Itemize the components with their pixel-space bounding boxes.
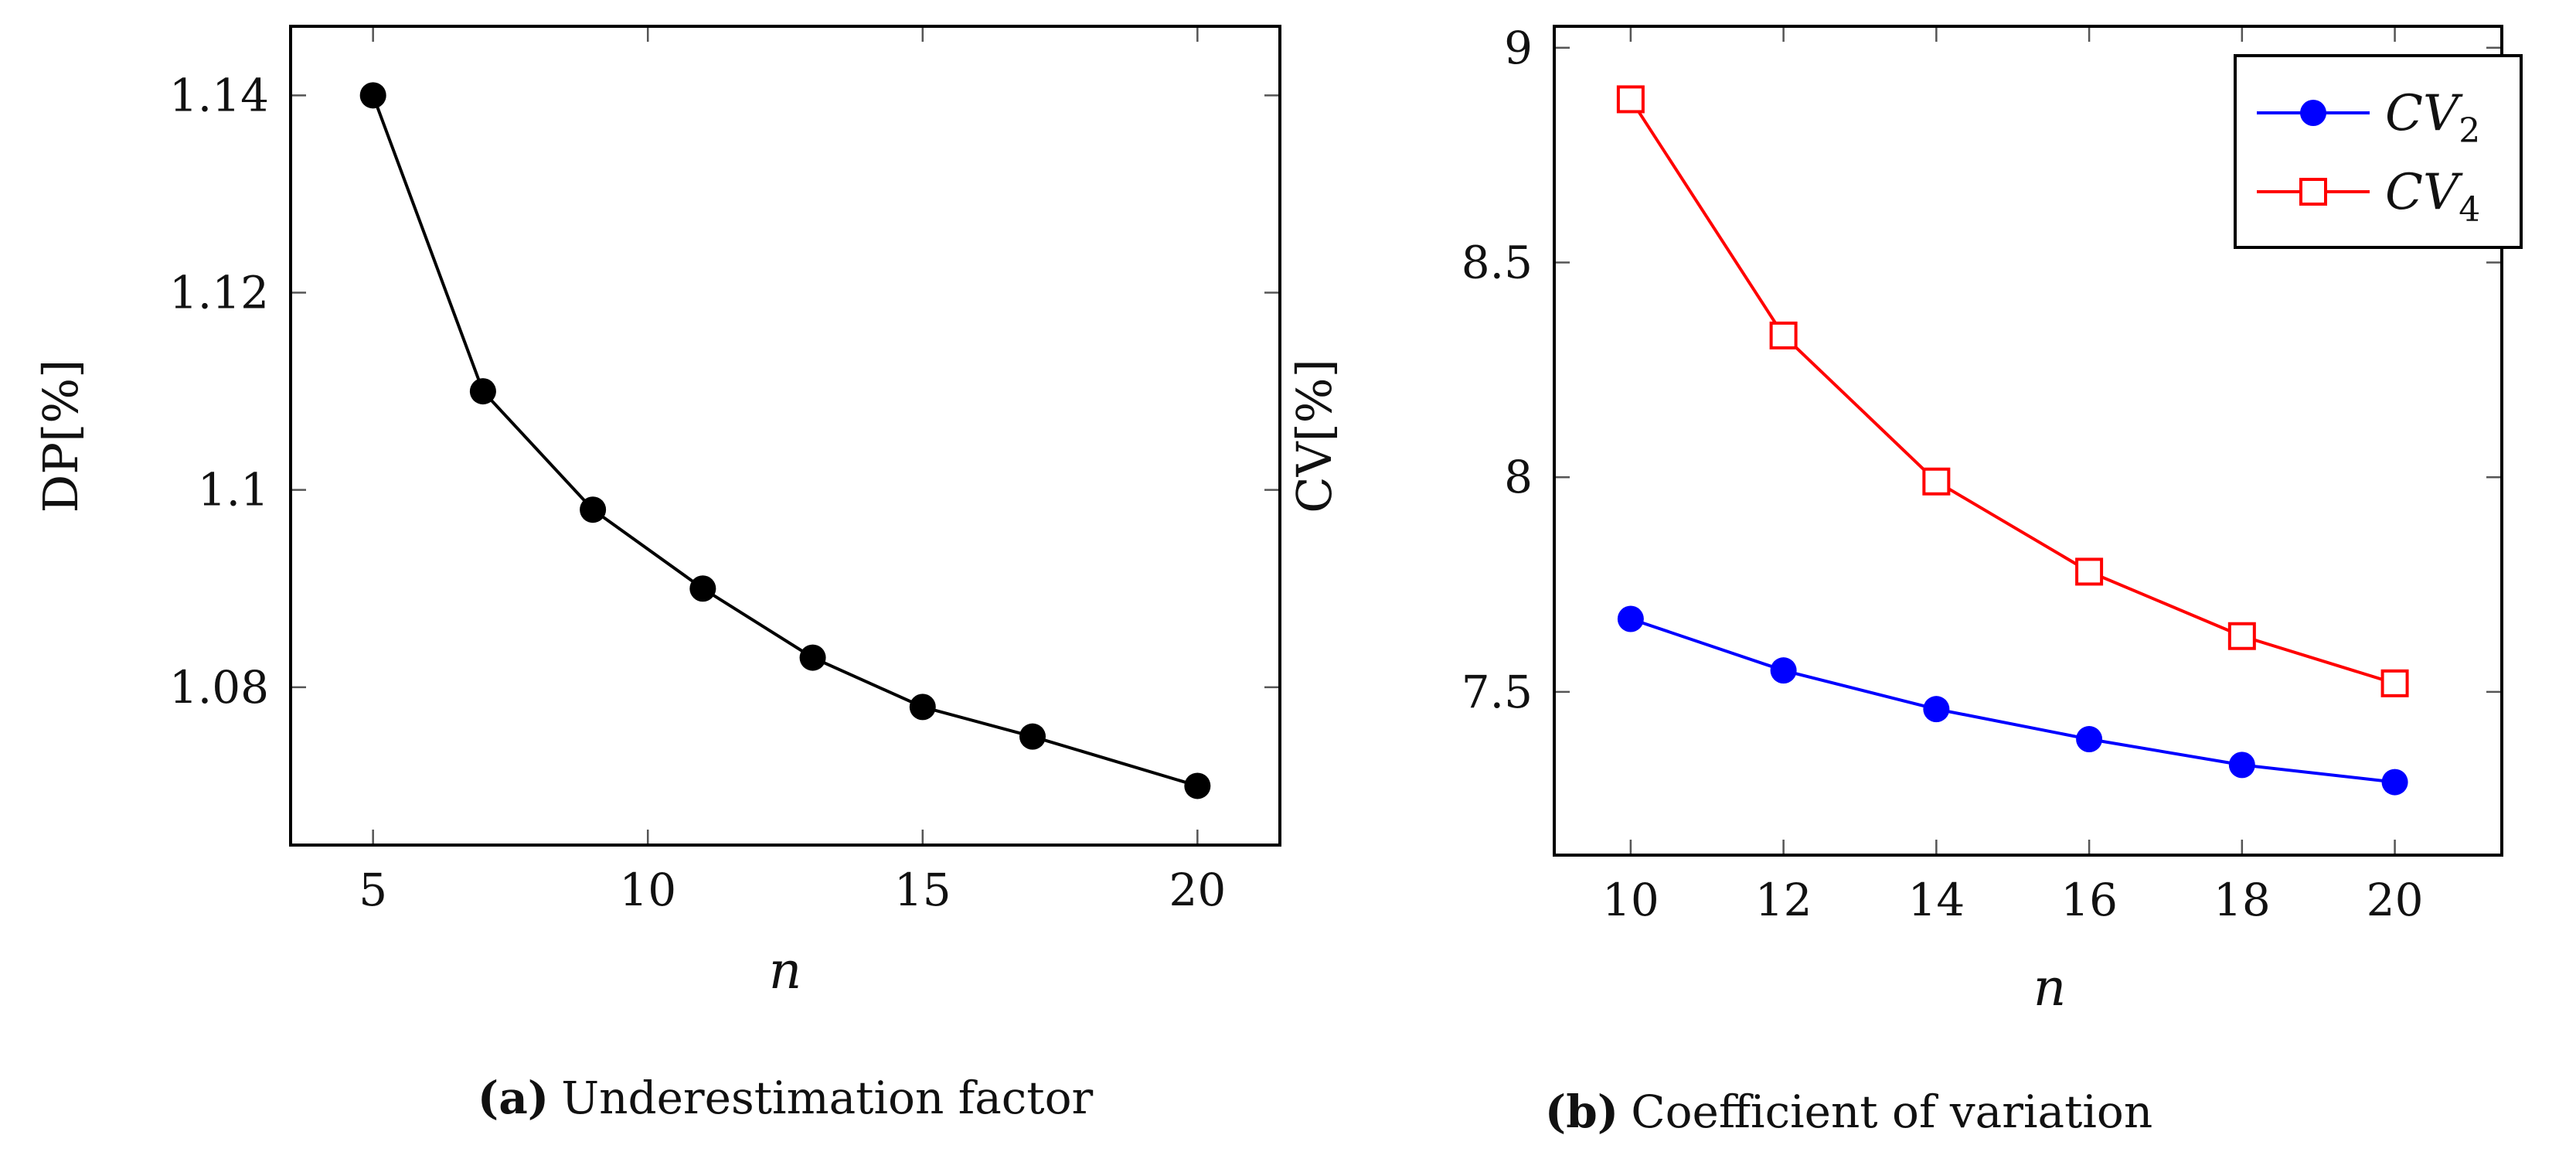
- data-point-dp: [909, 694, 936, 721]
- data-point-cv2: [1617, 605, 1644, 632]
- panel-a-marks: 5 10 15 20 1.08 1.1 1.12 1.14: [169, 26, 1280, 916]
- series-line-dp: [371, 94, 1198, 788]
- series-line-cv4: [1629, 98, 2396, 685]
- panel-b-plot-frame: [1553, 25, 2503, 857]
- x-tick-label: 14: [1907, 874, 1965, 926]
- panel-b-legend: CV2 CV4: [2234, 54, 2523, 249]
- legend-label-cv2: CV2: [2385, 85, 2480, 151]
- panel-a-caption-text: Underestimation factor: [561, 1072, 1093, 1124]
- data-point-dp: [689, 575, 716, 602]
- y-tick-label: 7.5: [1462, 666, 1533, 718]
- panel-a-underestimation-factor: 5 10 15 20 1.08 1.1 1.12 1.14 DP[%] n (a) Undere…: [32, 25, 1281, 1124]
- data-point-cv4: [2227, 622, 2256, 650]
- data-point-dp: [799, 644, 826, 671]
- y-tick-label: 1.12: [169, 266, 269, 319]
- x-tick-label: 20: [2367, 874, 2424, 926]
- data-point-dp: [359, 82, 386, 109]
- legend-marker-cv2: [2300, 100, 2326, 126]
- data-point-cv4: [1616, 85, 1645, 114]
- y-tick-label: 8: [1504, 451, 1533, 503]
- legend-label-cv4: CV4: [2385, 164, 2480, 230]
- x-tick-label: 12: [1755, 874, 1812, 926]
- y-tick-label: 9: [1504, 22, 1533, 74]
- panel-a-x-axis-title: n: [769, 941, 802, 1000]
- legend-cv4-base: CV: [2385, 164, 2463, 221]
- panel-b-marks: 10 12 14 16 18 20 7.5 8 8.5 9: [1462, 22, 2502, 926]
- y-tick-label: 1.1: [198, 464, 269, 516]
- x-tick-label: 10: [1602, 874, 1659, 926]
- y-tick-label: 1.08: [169, 661, 269, 714]
- panel-b-caption: (b) Coefficient of variation: [1545, 1086, 2152, 1138]
- legend-cv4-sub: 4: [2459, 190, 2480, 230]
- data-point-cv2: [2076, 726, 2103, 753]
- legend-marker-cv4: [2299, 178, 2327, 206]
- data-point-cv4: [2380, 669, 2409, 697]
- data-point-dp: [1019, 723, 1046, 750]
- panel-a-y-axis-title: DP[%]: [32, 360, 89, 513]
- data-point-cv4: [2075, 557, 2104, 586]
- panel-b-x-axis-title: n: [2033, 958, 2067, 1017]
- data-point-cv2: [1770, 657, 1797, 684]
- data-point-cv4: [1769, 321, 1798, 349]
- series-line-cv2: [1630, 617, 2395, 784]
- x-tick-label: 5: [359, 864, 387, 916]
- x-tick-label: 10: [619, 864, 676, 916]
- legend-cv2-base: CV: [2385, 85, 2463, 142]
- legend-cv2-sub: 2: [2459, 111, 2480, 151]
- x-tick-label: 16: [2060, 874, 2118, 926]
- data-point-cv2: [1923, 696, 1950, 723]
- x-tick-label: 20: [1169, 864, 1226, 916]
- panel-b-caption-label: (b): [1545, 1086, 1618, 1138]
- y-tick-label: 8.5: [1462, 236, 1533, 288]
- x-tick-label: 15: [894, 864, 951, 916]
- y-tick-label: 1.14: [169, 69, 269, 121]
- panel-b-y-axis-title: CV[%]: [1286, 359, 1342, 513]
- panel-a-caption-label: (a): [478, 1072, 549, 1124]
- data-point-dp: [469, 378, 496, 405]
- data-point-cv2: [2228, 752, 2255, 779]
- data-point-cv4: [1922, 467, 1951, 496]
- panel-a-plot-frame: [289, 25, 1281, 847]
- x-tick-label: 18: [2214, 874, 2271, 926]
- panel-a-caption: (a) Underestimation factor: [478, 1072, 1094, 1124]
- data-point-dp: [1184, 772, 1211, 799]
- panel-b-caption-text: Coefficient of variation: [1631, 1086, 2152, 1138]
- panel-b-coefficient-of-variation: 10 12 14 16 18 20 7.5 8 8.5 9 CV[%] n (b) Coeffici…: [1286, 22, 2523, 1138]
- legend-frame: [2234, 54, 2523, 249]
- data-point-cv2: [2381, 769, 2408, 796]
- data-point-dp: [580, 496, 607, 523]
